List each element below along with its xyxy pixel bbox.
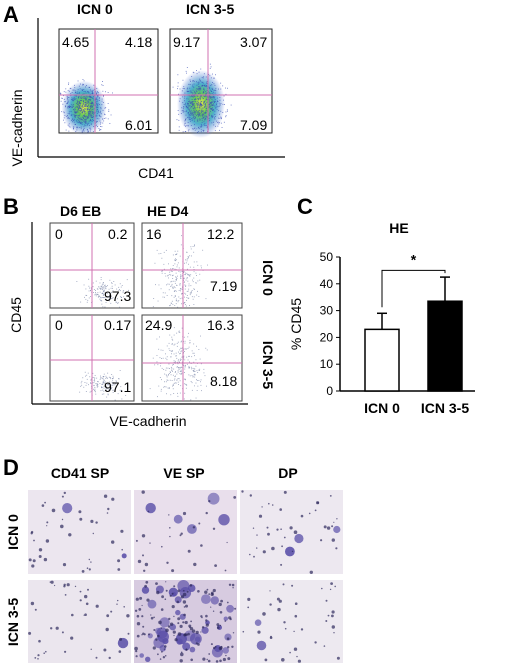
q-lr: 7.09 [240,117,267,133]
panel-b-y-axis-label: CD45 [8,297,24,333]
panel-a-flow-plot-2: 9.17 3.07 7.09 [169,28,273,138]
panel-a-title-2: ICN 3-5 [186,1,234,17]
q-ul: 24.9 [145,317,172,333]
panel-a-y-axis-label: VE-cadherin [9,89,25,166]
q-lr: 97.3 [104,288,131,304]
q-ur: 0.2 [108,226,128,242]
panel-d-col-title-1: CD41 SP [51,465,109,481]
y-tick-label: 10 [320,357,334,371]
q-lr: 8.18 [210,373,237,389]
bar [364,328,400,392]
panel-b-row-label-2: ICN 3-5 [260,341,276,389]
y-tick-label: 30 [320,304,334,318]
panel-d-col-title-3: DP [278,465,297,481]
y-tick-label: 20 [320,330,334,344]
panel-b-flow-plot-d6eb-icn35: 0 0.17 97.1 [49,314,135,402]
micrograph-icn0-cd41sp [28,490,131,574]
panel-d-row-label-1: ICN 0 [5,514,21,550]
q-ul: 16 [146,226,162,242]
q-ur: 4.18 [125,34,152,50]
micrograph-icn35-dp [240,580,343,663]
panel-b-flow-plot-d6eb-icn0: 0 0.2 97.3 [49,222,135,309]
panel-d-row-label-2: ICN 3-5 [5,598,21,646]
q-ur: 0.17 [104,317,131,333]
panel-b-x-axis-label: VE-cadherin [109,413,186,429]
panel-b-col-title-2: HE D4 [147,203,188,219]
panel-b-label: B [3,194,19,219]
chart-y-axis-label: % CD45 [288,298,304,350]
micrograph-icn35-cd41sp [28,580,131,663]
q-ul: 0 [55,317,63,333]
y-tick-label: 50 [320,250,334,264]
q-ul: 0 [55,226,63,242]
significance-bracket [381,269,446,308]
y-tick-label: 40 [320,277,334,291]
panel-a-x-axis-label: CD41 [138,165,174,181]
y-tick-label: 0 [326,384,333,398]
panel-a-title-1: ICN 0 [77,1,113,17]
panel-a-label: A [3,2,19,27]
bar-chart: 0 10 20 30 40 50 ICN 0 ICN 3-5 * [320,250,475,416]
panel-b-col-title-1: D6 EB [60,203,101,219]
q-lr: 6.01 [125,117,152,133]
chart-title: HE [389,220,408,236]
panel-b-row-label-1: ICN 0 [260,260,276,296]
q-ul: 4.65 [62,34,89,50]
category-label: ICN 0 [364,400,400,416]
q-ur: 16.3 [207,317,234,333]
q-lr: 7.19 [210,278,237,294]
panel-b-flow-plot-hed4-icn35: 24.9 16.3 8.18 [141,314,243,402]
micrograph-icn0-vesp [134,490,237,574]
micrograph-icn35-vesp [134,580,237,663]
q-ur: 12.2 [207,226,234,242]
panel-d-label: D [3,455,19,480]
panel-b-flow-plot-hed4-icn0: 16 12.2 7.19 [141,222,243,309]
q-ur: 3.07 [240,34,267,50]
panel-c-label: C [297,194,313,219]
q-ul: 9.17 [173,34,200,50]
category-label: ICN 3-5 [421,400,469,416]
significance-marker: * [411,251,417,267]
micrograph-icn0-dp [240,490,343,574]
q-lr: 97.1 [104,379,131,395]
panel-a-flow-plot-1: 4.65 4.18 6.01 [58,28,159,136]
bar [427,300,463,392]
panel-d-col-title-2: VE SP [163,465,204,481]
